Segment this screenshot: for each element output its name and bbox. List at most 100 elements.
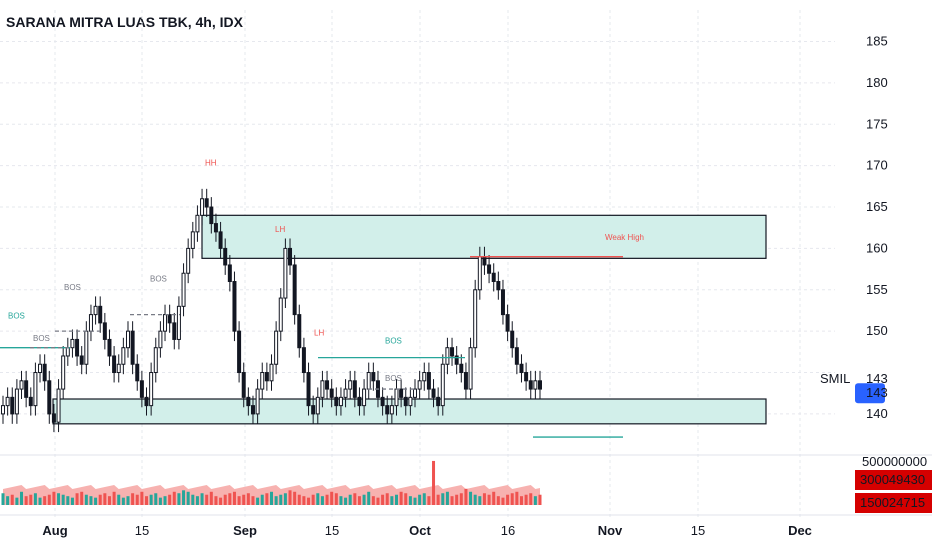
- time-axis: Aug 15 Sep 15 Oct 16 Nov 15 Dec: [0, 514, 932, 538]
- candle-body: [223, 247, 228, 266]
- volume-bar: [246, 493, 250, 505]
- annotation-hh-label: HH: [205, 159, 217, 168]
- annotation-bos-label: BOS: [64, 283, 81, 292]
- annotation-bos-label: BOS: [385, 337, 402, 346]
- candle-body: [422, 372, 427, 382]
- volume-bar: [441, 493, 445, 505]
- volume-bar: [38, 497, 42, 505]
- candle-body: [417, 380, 422, 390]
- candle-body: [292, 264, 297, 316]
- zones-layer: [52, 214, 767, 425]
- price-tick-label: 140: [866, 406, 888, 421]
- volume-bar: [140, 491, 144, 505]
- volume-bar: [394, 494, 398, 505]
- candle-body: [473, 289, 478, 349]
- candle-body: [195, 214, 200, 233]
- candle-body: [56, 388, 61, 423]
- volume-bar: [478, 496, 482, 505]
- volume-bar: [70, 497, 74, 505]
- volume-bar: [515, 491, 519, 505]
- candle-body: [158, 330, 163, 349]
- volume-bar: [6, 496, 10, 505]
- price-tick-label: 165: [866, 199, 888, 214]
- volume-bar: [223, 494, 227, 505]
- candle-body: [84, 330, 89, 365]
- candle-body: [181, 272, 186, 307]
- candle-body: [288, 247, 293, 266]
- candle-body: [75, 338, 80, 357]
- volume-bar: [103, 493, 107, 505]
- candle-body: [209, 206, 214, 225]
- volume-bar: [191, 494, 195, 505]
- candle-body: [538, 380, 542, 390]
- candle-body: [98, 305, 103, 324]
- candle-body: [445, 347, 450, 365]
- candle-body: [153, 347, 158, 374]
- price-tick-label: 175: [866, 116, 888, 131]
- volume-bar: [464, 488, 468, 505]
- candle-body: [380, 396, 385, 407]
- candle-body: [1, 405, 5, 415]
- volume-bar: [154, 493, 158, 505]
- volume-bar: [57, 493, 61, 505]
- time-tick-label: Nov: [598, 523, 623, 538]
- volume-bar: [260, 494, 264, 505]
- last-price-badge: [855, 383, 885, 404]
- candle-body: [28, 396, 33, 407]
- annotation-bos-label: BOS: [33, 334, 50, 343]
- volume-bar: [214, 496, 218, 505]
- volume-bar: [182, 490, 186, 505]
- candle-body: [413, 388, 418, 398]
- candle-body: [112, 355, 117, 374]
- candle-body: [533, 380, 538, 390]
- volume-bar: [200, 493, 204, 505]
- volume-bar: [89, 496, 93, 505]
- candle-body: [93, 305, 98, 316]
- volume-bar: [29, 494, 33, 505]
- candles-layer: [1, 188, 542, 433]
- volume-bar: [20, 491, 24, 505]
- volume-bar: [404, 493, 408, 505]
- candle-body: [167, 314, 172, 324]
- candle-body: [246, 396, 251, 407]
- candle-body: [255, 388, 260, 415]
- volume-bar: [228, 493, 232, 505]
- candle-body: [338, 396, 343, 407]
- annotations-layer: BOS BOS BOS BOS BOS BOS HH LH LH Weak High: [0, 159, 644, 438]
- candle-body: [450, 347, 455, 357]
- candle-body: [274, 330, 279, 365]
- candle-body: [477, 256, 482, 291]
- candle-body: [408, 396, 413, 407]
- price-tick-label: 160: [866, 240, 888, 255]
- volume-bar: [353, 493, 357, 505]
- candle-body: [79, 355, 84, 365]
- volume-bar: [265, 493, 269, 505]
- volume-bar: [209, 491, 213, 505]
- volume-bar: [135, 494, 139, 505]
- candle-body: [163, 314, 168, 332]
- candle-body: [311, 405, 316, 415]
- candle-body: [505, 314, 510, 332]
- candle-body: [264, 372, 269, 382]
- candle-body: [241, 372, 246, 398]
- candle-body: [204, 198, 209, 208]
- candle-body: [130, 330, 135, 365]
- candle-body: [24, 380, 29, 398]
- candle-body: [47, 380, 52, 415]
- time-tick-label: 16: [501, 523, 515, 538]
- volume-bar: [496, 496, 500, 505]
- volume-bar: [256, 497, 260, 505]
- volume-bar: [320, 496, 324, 505]
- volume-bar: [307, 497, 311, 505]
- volume-bar: [330, 491, 334, 505]
- volume-bar: [450, 496, 454, 505]
- chart-title: SARANA MITRA LUAS TBK, 4h, IDX: [6, 14, 243, 30]
- candle-body: [65, 347, 70, 357]
- volume-bar: [519, 496, 523, 505]
- candle-body: [352, 380, 357, 398]
- candle-body: [482, 256, 487, 266]
- volume-bar: [529, 493, 533, 505]
- volume-badge-1: [855, 470, 932, 490]
- candle-body: [121, 347, 126, 365]
